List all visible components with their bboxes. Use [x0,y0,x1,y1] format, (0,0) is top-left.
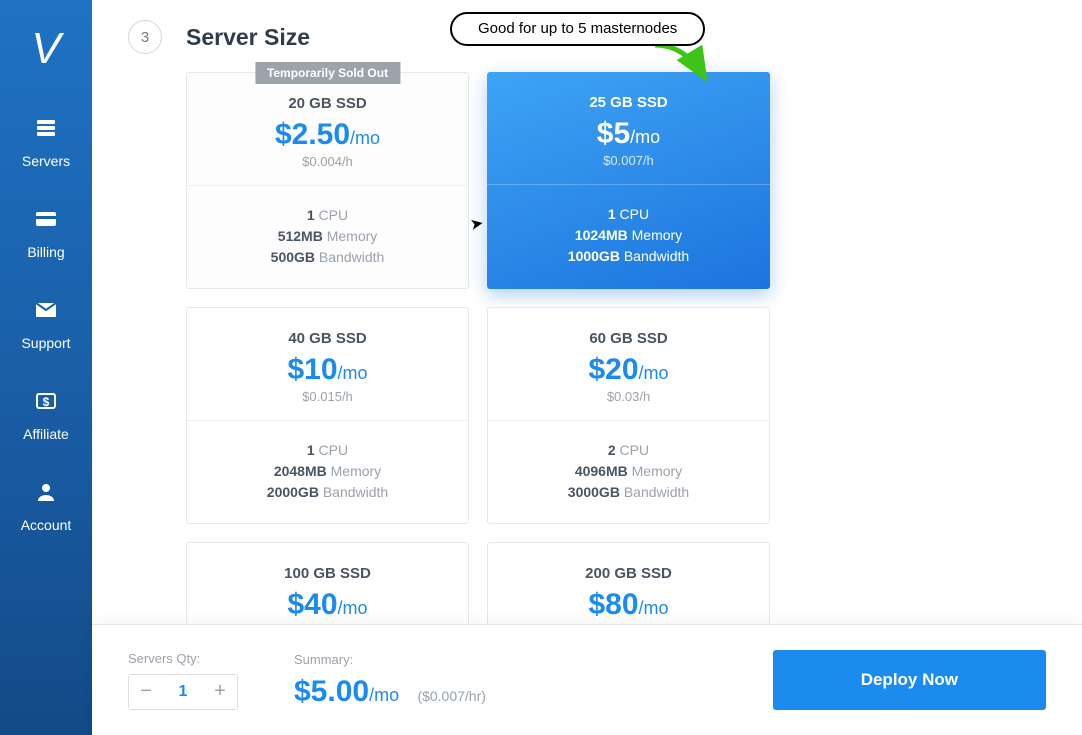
qty-block: Servers Qty: − 1 + [128,651,238,710]
qty-minus-button[interactable]: − [129,675,163,709]
plan-price: $10/mo [197,353,458,387]
sidebar-item-support[interactable]: Support [21,298,70,351]
annotation-arrow-icon [650,40,720,90]
mail-icon [34,298,58,325]
plan-cpu: 2 CPU [498,442,759,458]
sidebar-item-servers[interactable]: Servers [22,116,70,169]
plan-bandwidth: 500GB Bandwidth [197,249,458,265]
dollar-icon: $ [34,389,58,416]
plan-memory: 4096MB Memory [498,463,759,479]
plan-ssd: 25 GB SSD [497,94,760,111]
sidebar-item-label: Servers [22,153,70,169]
plan-memory: 1024MB Memory [497,227,760,243]
servers-icon [34,116,58,143]
plan-cpu: 1 CPU [197,207,458,223]
footer-bar: Servers Qty: − 1 + Summary: $5.00/mo ($0… [92,624,1082,735]
plan-card[interactable]: 25 GB SSD $5/mo $0.007/h 1 CPU 1024MB Memory… [487,72,770,289]
soldout-badge: Temporarily Sold Out [255,62,400,84]
plans-grid: Temporarily Sold Out20 GB SSD$2.50/mo$0.… [186,72,1046,624]
plan-hourly: $0.015/h [197,389,458,404]
sidebar: V Servers Billing Support $ Affiliate Ac… [0,0,92,735]
plan-hourly: $0.004/h [197,154,458,169]
summary-block: Summary: $5.00/mo ($0.007/hr) [294,652,486,709]
plan-ssd: 40 GB SSD [197,330,458,347]
deploy-button[interactable]: Deploy Now [773,650,1046,710]
person-icon [34,480,58,507]
logo: V [31,24,60,74]
plan-ssd: 200 GB SSD [498,565,759,582]
plan-card[interactable]: 60 GB SSD $20/mo $0.03/h 2 CPU 4096MB Memory… [487,307,770,524]
qty-plus-button[interactable]: + [203,675,237,709]
svg-text:$: $ [43,395,50,409]
plan-price: $20/mo [498,353,759,387]
plan-ssd: 20 GB SSD [197,95,458,112]
plan-card[interactable]: 40 GB SSD $10/mo $0.015/h 1 CPU 2048MB Memor… [186,307,469,524]
summary-hourly: ($0.007/hr) [417,688,485,704]
sidebar-item-account[interactable]: Account [21,480,72,533]
plan-ssd: 60 GB SSD [498,330,759,347]
plan-price: $2.50/mo [197,118,458,152]
sidebar-item-billing[interactable]: Billing [27,207,64,260]
plan-bandwidth: 2000GB Bandwidth [197,484,458,500]
quantity-stepper[interactable]: − 1 + [128,674,238,710]
plan-price: $5/mo [497,117,760,151]
summary-price: $5.00/mo [294,675,407,708]
qty-label: Servers Qty: [128,651,238,666]
plan-cpu: 1 CPU [497,206,760,222]
card-icon [34,207,58,234]
sidebar-item-affiliate[interactable]: $ Affiliate [23,389,69,442]
plan-hourly: $0.03/h [498,389,759,404]
plan-memory: 2048MB Memory [197,463,458,479]
section-title: Server Size [186,24,310,51]
content-area: 3 Server Size Good for up to 5 masternod… [92,0,1082,624]
plan-card[interactable]: 200 GB SSD $80/mo [487,542,770,624]
sidebar-item-label: Account [21,517,72,533]
plan-price: $40/mo [197,588,458,622]
main: 3 Server Size Good for up to 5 masternod… [92,0,1082,735]
plan-price: $80/mo [498,588,759,622]
annotation-callout: Good for up to 5 masternodes [450,12,705,46]
step-number: 3 [128,20,162,54]
plan-card[interactable]: Temporarily Sold Out20 GB SSD$2.50/mo$0.… [186,72,469,289]
plan-bandwidth: 1000GB Bandwidth [497,248,760,264]
sidebar-item-label: Billing [27,244,64,260]
summary-label: Summary: [294,652,486,667]
sidebar-item-label: Support [21,335,70,351]
plan-cpu: 1 CPU [197,442,458,458]
section-header: 3 Server Size Good for up to 5 masternod… [128,20,1046,54]
sidebar-item-label: Affiliate [23,426,69,442]
plan-ssd: 100 GB SSD [197,565,458,582]
plan-bandwidth: 3000GB Bandwidth [498,484,759,500]
plan-card[interactable]: 100 GB SSD $40/mo [186,542,469,624]
qty-value: 1 [163,675,203,709]
plan-memory: 512MB Memory [197,228,458,244]
plan-hourly: $0.007/h [497,153,760,168]
